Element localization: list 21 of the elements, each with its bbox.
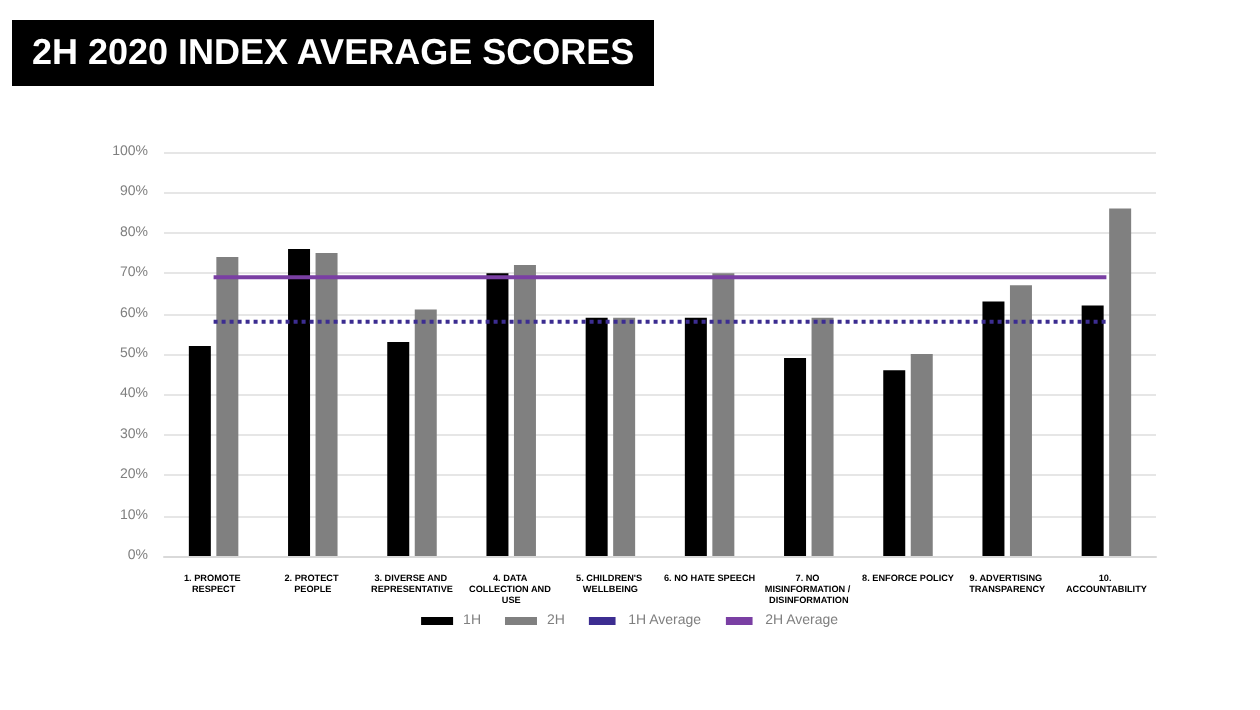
bar <box>486 273 509 556</box>
bar <box>387 341 410 556</box>
bar <box>883 370 906 556</box>
bar <box>712 273 735 556</box>
bar <box>315 253 338 556</box>
bar <box>513 265 536 556</box>
bar <box>1109 208 1132 556</box>
bar <box>414 309 437 556</box>
bar <box>684 317 707 556</box>
bar <box>216 257 239 556</box>
bar <box>784 358 807 556</box>
bar <box>288 248 311 556</box>
bar <box>910 354 933 556</box>
bar <box>982 301 1005 556</box>
bar <box>613 317 636 556</box>
bar <box>811 317 834 556</box>
bar <box>1009 285 1032 556</box>
bar <box>188 345 211 556</box>
bar <box>1081 305 1104 556</box>
chart-title: 2H 2020 INDEX AVERAGE SCORES <box>12 20 655 86</box>
bar <box>585 317 608 556</box>
